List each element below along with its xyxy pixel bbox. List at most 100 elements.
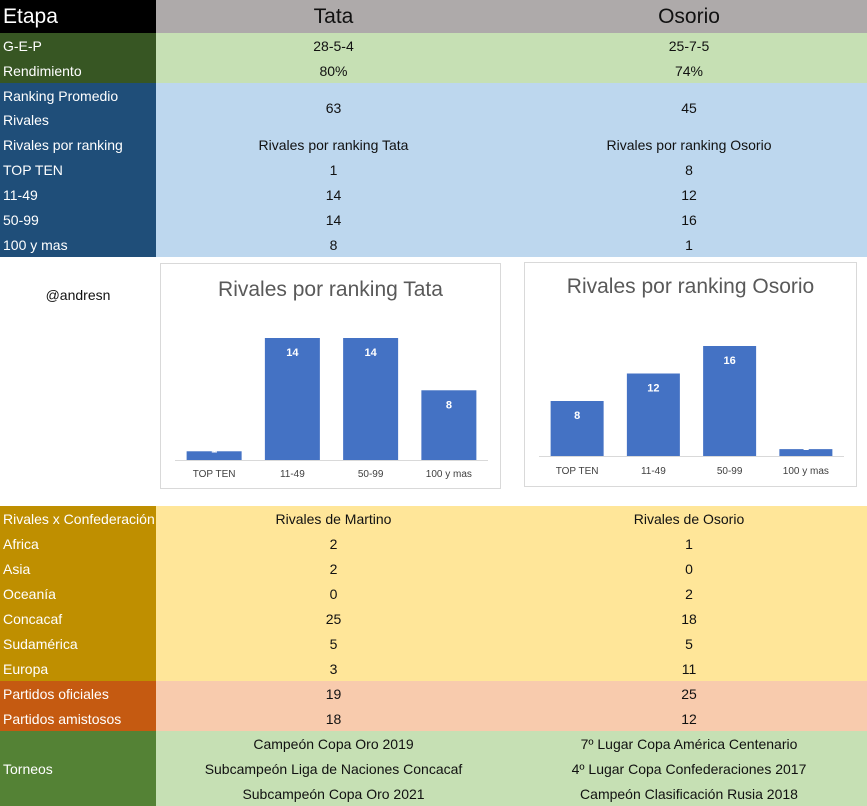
data-label: 8 — [446, 399, 452, 411]
bar-top-ten — [550, 401, 604, 456]
x-tick-label: 11-49 — [280, 469, 305, 480]
cell-tata: 5 — [156, 631, 511, 656]
row-label: Rivales x Confederación — [0, 506, 156, 531]
x-tick-label: 100 y mas — [426, 469, 472, 480]
bar-top-ten — [186, 451, 242, 460]
x-tick-label: 11-49 — [641, 466, 666, 477]
cell-tata: 19 — [156, 681, 511, 706]
ranking-promedio-label: Ranking Promedio Rivales — [0, 83, 156, 132]
cell-osorio: 25 — [511, 681, 867, 706]
torneo-item: Campeón Clasificación Rusia 2018 — [580, 785, 798, 802]
row-label: Rendimiento — [0, 58, 156, 83]
cell-tata: 2 — [156, 556, 511, 581]
confed-row: Africa 2 1 — [0, 531, 867, 556]
x-tick-label: TOP TEN — [556, 466, 599, 477]
cell-tata: Rivales de Martino — [156, 506, 511, 531]
torneo-item: 4º Lugar Copa Confederaciones 2017 — [571, 760, 807, 777]
bar-100-y-mas — [779, 449, 833, 456]
row-label: Rivales por ranking — [0, 132, 156, 157]
cell-tata: 14 — [156, 182, 511, 207]
cell-osorio: 16 — [511, 207, 867, 232]
partidos-row: Partidos amistosos 18 12 — [0, 706, 867, 731]
chart-tata: Rivales por ranking Tata 1 TOP TEN 14 11-49… — [160, 263, 501, 489]
chart-tata-plot: 1 TOP TEN 14 11-49 14 50-99 8 100 y mas — [175, 338, 488, 480]
data-label: 12 — [647, 383, 659, 395]
chart-osorio-plot: 8 TOP TEN 12 11-49 16 50-99 1 100 y mas — [539, 346, 844, 477]
ranking-row: Rivales por ranking Rivales por ranking … — [0, 132, 867, 157]
chart-title: Rivales por ranking Osorio — [566, 275, 815, 298]
row-label: Sudamérica — [0, 631, 156, 656]
row-label: Concacaf — [0, 606, 156, 631]
row-label: TOP TEN — [0, 157, 156, 182]
torneos-osorio: 7º Lugar Copa América Centenario 4º Luga… — [511, 731, 867, 806]
row-label: 100 y mas — [0, 232, 156, 257]
row-label: Asia — [0, 556, 156, 581]
row-label: Oceanía — [0, 581, 156, 606]
cell-tata: 28-5-4 — [156, 33, 511, 58]
ranking-row: 100 y mas 8 1 — [0, 232, 867, 257]
summary-row-gep: G-E-P 28-5-4 25-7-5 — [0, 33, 867, 58]
row-label: Partidos oficiales — [0, 681, 156, 706]
bar-50-99 — [343, 338, 399, 460]
x-tick-label: TOP TEN — [193, 469, 236, 480]
ranking-promedio-row: Ranking Promedio Rivales 63 45 — [0, 83, 867, 132]
cell-osorio: 25-7-5 — [511, 33, 867, 58]
header-row: Etapa Tata Osorio — [0, 0, 867, 33]
cell-osorio: 8 — [511, 157, 867, 182]
header-osorio: Osorio — [511, 0, 867, 33]
cell-tata: 80% — [156, 58, 511, 83]
data-label: 14 — [286, 347, 299, 359]
torneo-item: Subcampeón Copa Oro 2021 — [242, 785, 425, 802]
cell-osorio: 2 — [511, 581, 867, 606]
ranking-promedio-label-2: Rivales — [3, 111, 49, 128]
cell-osorio: Rivales de Osorio — [511, 506, 867, 531]
row-label: Africa — [0, 531, 156, 556]
torneo-item: Campeón Copa Oro 2019 — [253, 735, 414, 752]
chart-osorio: Rivales por ranking Osorio 8 TOP TEN 12 11-… — [524, 262, 857, 487]
cell-tata: 14 — [156, 207, 511, 232]
cell-osorio: 12 — [511, 706, 867, 731]
torneos-label: Torneos — [0, 731, 156, 806]
data-label: 8 — [574, 410, 580, 422]
torneo-item: 7º Lugar Copa América Centenario — [580, 735, 798, 752]
data-label: 1 — [211, 443, 217, 455]
header-etapa-label: Etapa — [0, 0, 156, 33]
row-label: Partidos amistosos — [0, 706, 156, 731]
confed-row: Oceanía 0 2 — [0, 581, 867, 606]
ranking-row: TOP TEN 1 8 — [0, 157, 867, 182]
cell-osorio: 18 — [511, 606, 867, 631]
cell-tata: 3 — [156, 656, 511, 681]
confed-row: Sudamérica 5 5 — [0, 631, 867, 656]
row-label: 50-99 — [0, 207, 156, 232]
data-label: 14 — [365, 347, 378, 359]
cell-osorio: 0 — [511, 556, 867, 581]
cell-tata: 18 — [156, 706, 511, 731]
cell-osorio: 74% — [511, 58, 867, 83]
cell-osorio: 1 — [511, 232, 867, 257]
row-label: Europa — [0, 656, 156, 681]
cell-tata: Rivales por ranking Tata — [156, 132, 511, 157]
cell-osorio: Rivales por ranking Osorio — [511, 132, 867, 157]
torneo-item: Subcampeón Liga de Naciones Concacaf — [204, 760, 463, 777]
cell-osorio: 5 — [511, 631, 867, 656]
cell-osorio: 1 — [511, 531, 867, 556]
x-tick-label: 100 y mas — [783, 466, 829, 477]
torneos-tata: Campeón Copa Oro 2019 Subcampeón Liga de… — [156, 731, 511, 806]
confed-row: Europa 3 11 — [0, 656, 867, 681]
cell-osorio: 45 — [511, 83, 867, 132]
data-label: 16 — [724, 355, 736, 367]
cell-tata: 1 — [156, 157, 511, 182]
row-label: 11-49 — [0, 182, 156, 207]
chart-title: Rivales por ranking Tata — [218, 278, 443, 301]
ranking-row: 11-49 14 12 — [0, 182, 867, 207]
cell-tata: 63 — [156, 83, 511, 132]
cell-tata: 2 — [156, 531, 511, 556]
x-tick-label: 50-99 — [358, 469, 384, 480]
author-handle: @andresn — [45, 287, 111, 303]
confed-row: Rivales x Confederación Rivales de Marti… — [0, 506, 867, 531]
x-tick-label: 50-99 — [717, 466, 743, 477]
header-tata: Tata — [156, 0, 511, 33]
bar-50-99 — [703, 346, 757, 456]
confed-row: Concacaf 25 18 — [0, 606, 867, 631]
bar-100-y-mas — [421, 390, 477, 460]
